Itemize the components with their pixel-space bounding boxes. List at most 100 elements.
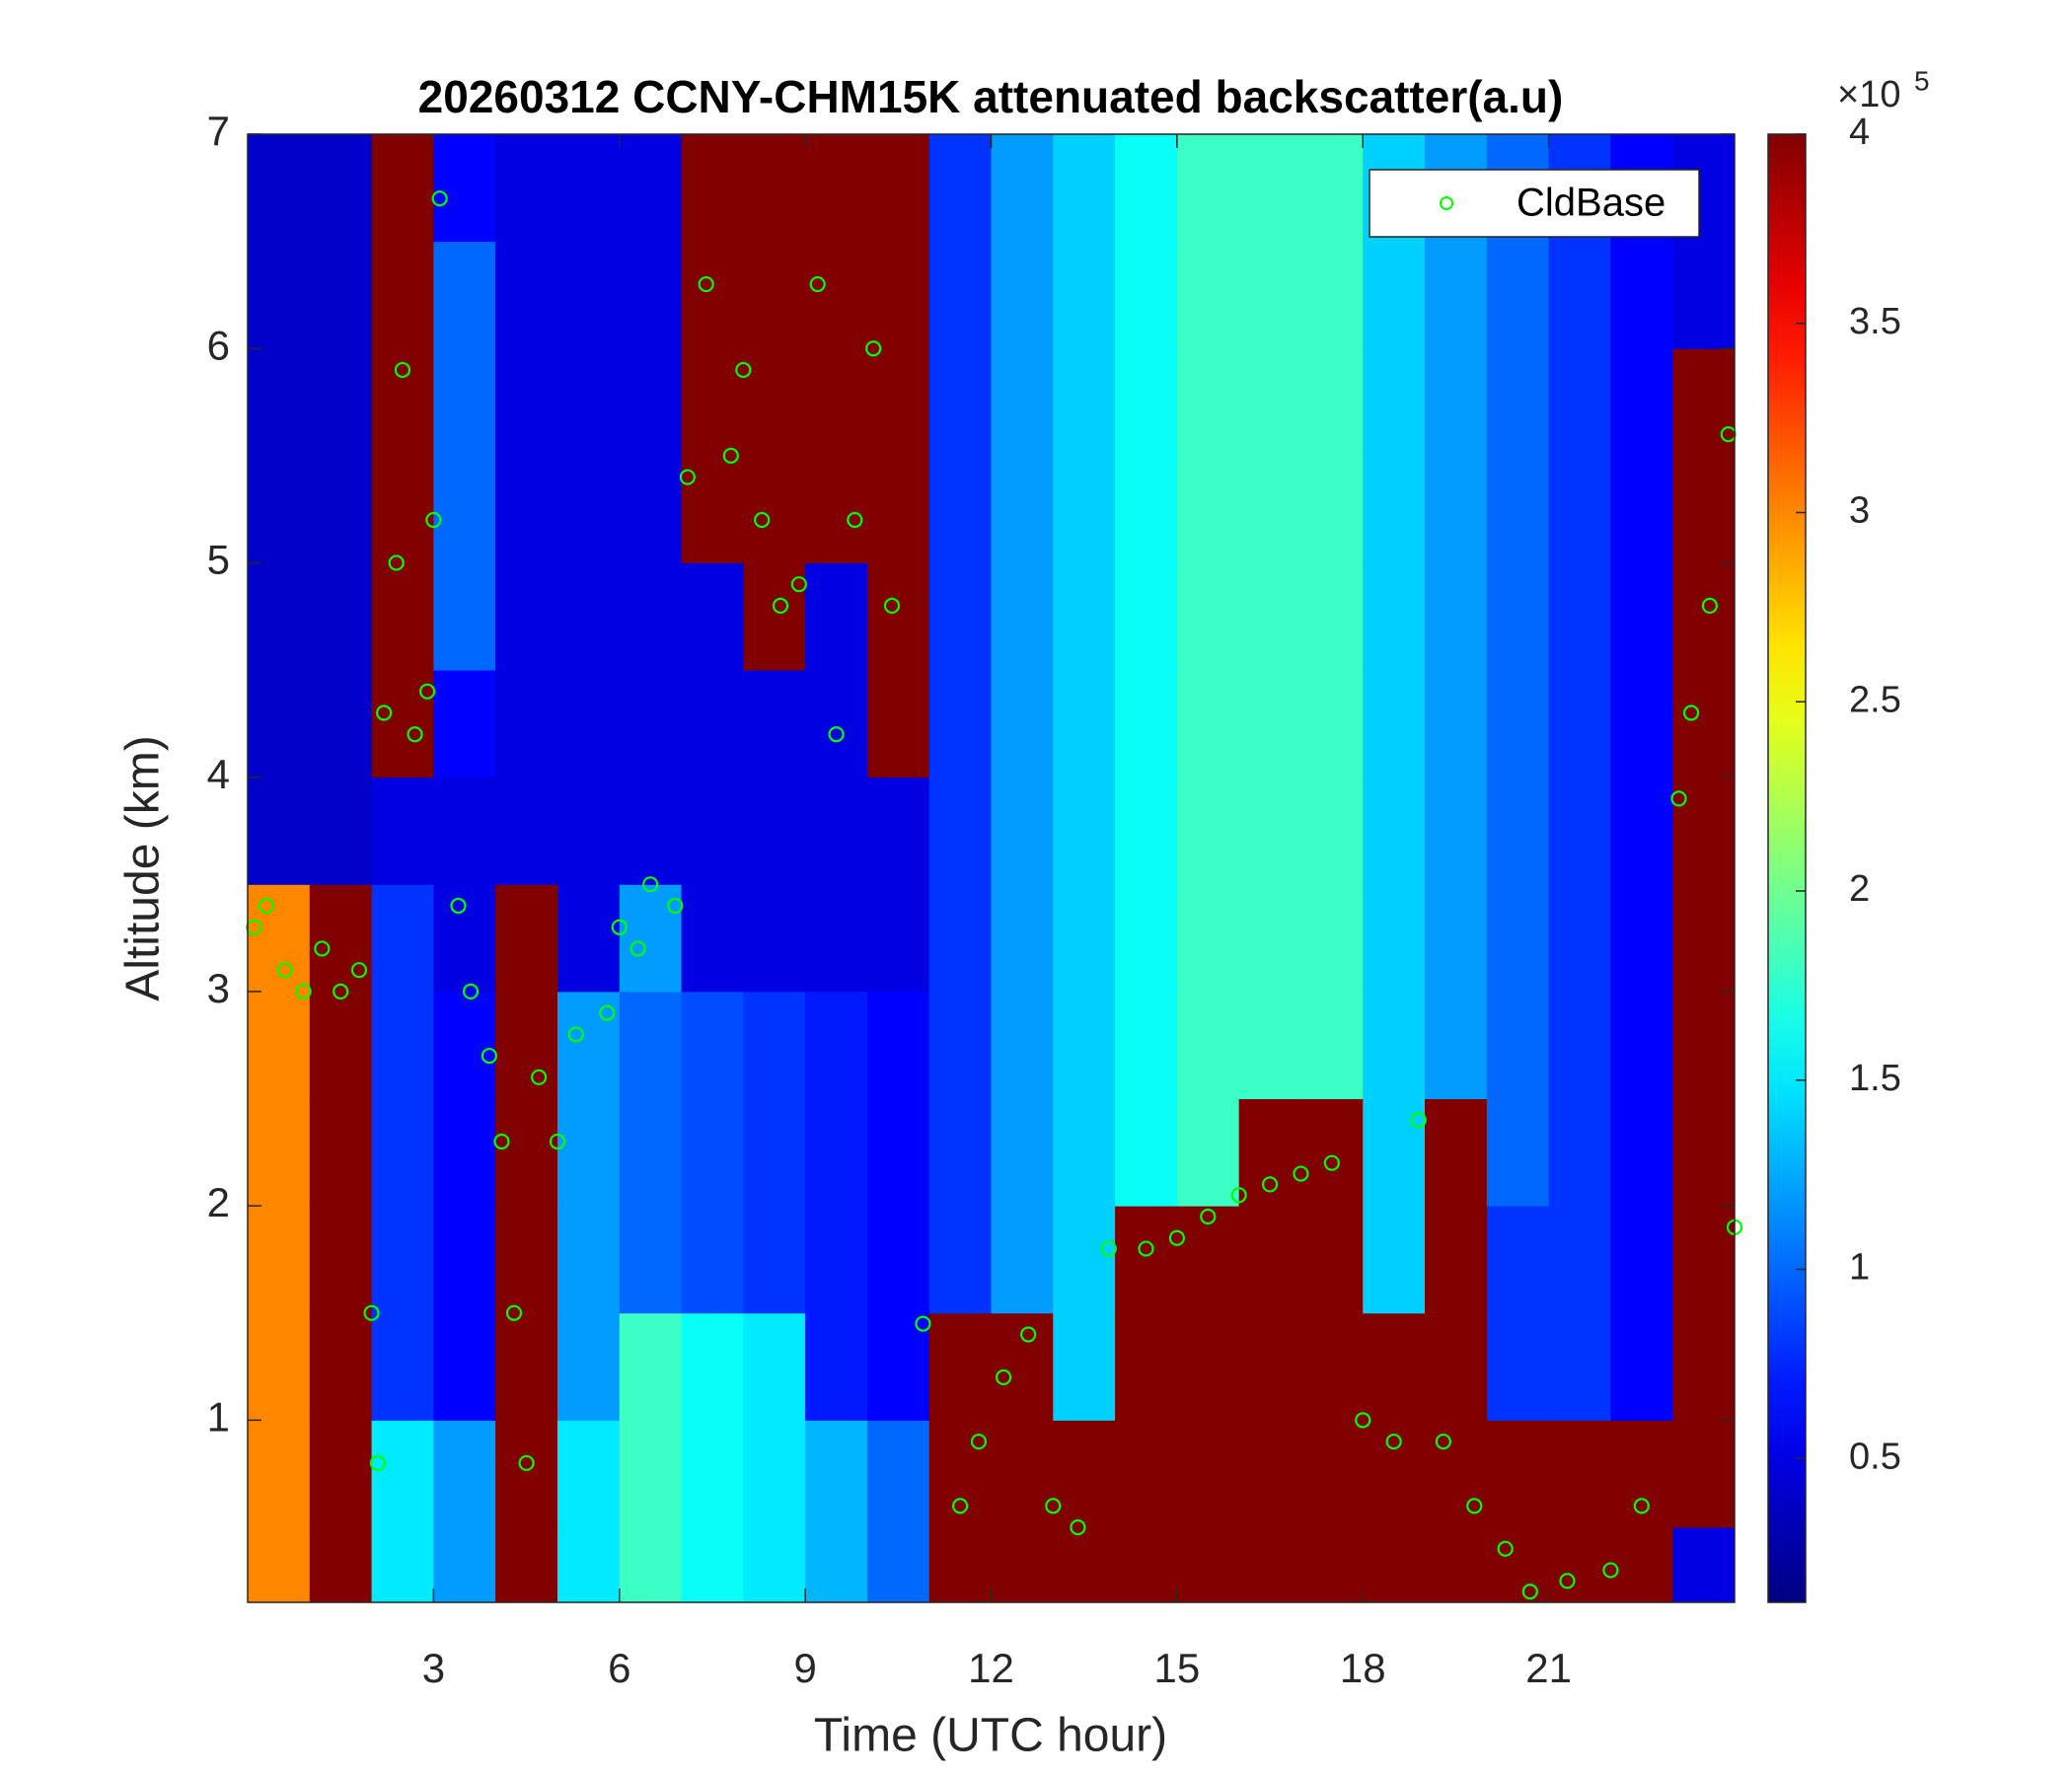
heat-cell	[805, 777, 868, 885]
heat-cell	[1300, 562, 1364, 671]
cloud-base-point	[1293, 1165, 1309, 1182]
heat-cell	[1115, 241, 1178, 349]
heat-cell	[1672, 348, 1735, 457]
heat-cell	[1548, 777, 1611, 885]
heat-cell	[1300, 670, 1364, 778]
heat-cell	[556, 1420, 621, 1528]
heat-cell	[1115, 1312, 1178, 1421]
heat-cell	[248, 1206, 311, 1314]
heat-cell	[619, 777, 683, 885]
heat-cell	[309, 670, 373, 778]
heat-cell	[928, 455, 992, 563]
heat-cell	[681, 884, 744, 993]
heat-cell	[805, 1206, 868, 1314]
heat-cell	[371, 670, 434, 778]
heat-cell	[248, 1420, 311, 1528]
heat-cell	[991, 1206, 1054, 1314]
heat-cell	[619, 1420, 683, 1528]
heat-cell	[805, 1526, 868, 1602]
cloud-base-point	[493, 1133, 510, 1150]
cloud-base-point	[1138, 1240, 1154, 1257]
heat-cell	[1053, 884, 1116, 993]
heat-cell	[805, 1420, 868, 1528]
heat-cell	[1300, 1206, 1364, 1314]
x-axis-label: Time (UTC hour)	[814, 1710, 1167, 1762]
heat-cell	[866, 1420, 930, 1528]
cloud-base-point	[1435, 1433, 1451, 1450]
heat-cell	[1115, 884, 1178, 993]
cloud-base-point	[952, 1498, 969, 1515]
heat-cell	[1176, 1420, 1240, 1528]
heat-cell	[433, 777, 496, 885]
heat-cell	[1300, 241, 1364, 349]
heat-cell	[1425, 241, 1488, 349]
heat-cell	[556, 1098, 621, 1207]
heat-cell	[743, 1420, 806, 1528]
heat-cell	[681, 1526, 744, 1602]
heat-cell	[928, 1312, 992, 1421]
heat-cell	[1610, 1420, 1673, 1528]
heat-cell	[1115, 1098, 1178, 1207]
legend-marker	[1440, 196, 1453, 210]
cloud-base-point	[772, 597, 789, 614]
cloud-base-point	[1200, 1208, 1217, 1225]
heat-cell	[1238, 455, 1301, 563]
heat-cell	[928, 1420, 992, 1528]
x-tick-label: 18	[1340, 1645, 1386, 1691]
heat-cell	[248, 1312, 311, 1421]
heat-cell	[495, 991, 558, 1100]
heat-cell	[1053, 1312, 1116, 1421]
cloud-base-point	[629, 940, 646, 957]
heat-cell	[928, 1206, 992, 1314]
heat-cell	[1486, 1098, 1550, 1207]
heat-cell	[1486, 1420, 1550, 1528]
heat-cell	[371, 884, 434, 993]
heat-cell	[371, 1206, 434, 1314]
cloud-base-point	[425, 511, 442, 529]
cloud-base-point	[1323, 1154, 1340, 1171]
x-tick-label: 9	[793, 1645, 816, 1691]
cloud-base-point	[599, 1004, 616, 1021]
heat-cell	[309, 1098, 373, 1207]
heat-cell	[991, 241, 1054, 349]
heat-cell	[1548, 1312, 1611, 1421]
colorbar-tick-label: 3	[1849, 490, 1870, 532]
cloud-base-point	[1045, 1498, 1062, 1515]
heat-cell	[1300, 1098, 1364, 1207]
heat-cell	[1115, 670, 1178, 778]
heat-cell	[1425, 1312, 1488, 1421]
heat-cell	[805, 1098, 868, 1207]
x-tick-label: 15	[1154, 1645, 1201, 1691]
cloud-base-point	[531, 1069, 548, 1085]
heat-cell	[1053, 1526, 1116, 1602]
heat-cell	[433, 455, 496, 563]
heatmap	[248, 134, 1735, 1602]
cloud-base-point	[1168, 1229, 1185, 1246]
heat-cell	[371, 241, 434, 349]
heat-cell	[1363, 562, 1426, 671]
heat-cell	[1425, 884, 1488, 993]
cloud-base-point	[698, 275, 714, 293]
heat-cell	[1363, 348, 1426, 457]
heat-cell	[681, 241, 744, 349]
heat-cell	[1053, 134, 1116, 243]
heat-cell	[1610, 1098, 1673, 1207]
heat-cell	[371, 1098, 434, 1207]
heat-cell	[309, 455, 373, 563]
heat-cell	[1053, 241, 1116, 349]
heat-cell	[1053, 1206, 1116, 1314]
cloud-base-point	[790, 576, 807, 593]
heat-cell	[1300, 991, 1364, 1100]
heat-cell	[1486, 1206, 1550, 1314]
cloud-base-point	[431, 190, 448, 207]
heat-cell	[433, 884, 496, 993]
heat-cell	[1115, 1420, 1178, 1528]
heat-cell	[928, 134, 992, 243]
heat-cell	[309, 1526, 373, 1602]
heat-cell	[1486, 241, 1550, 349]
heat-cell	[1425, 1420, 1488, 1528]
heat-cell	[743, 884, 806, 993]
heat-cell	[1425, 1526, 1488, 1602]
heat-cell	[433, 134, 496, 243]
